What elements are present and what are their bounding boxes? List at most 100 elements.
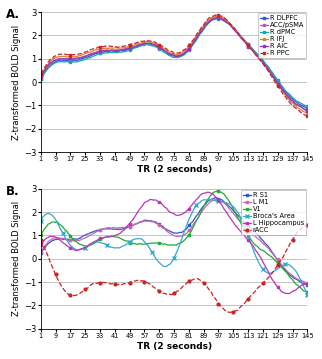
- V1: [39, 233, 43, 237]
- R PPC: [242, 39, 246, 43]
- rACC: [306, 223, 309, 227]
- R AIC: [289, 98, 293, 102]
- R IFJ: [289, 99, 293, 104]
- L M1: [289, 272, 293, 276]
- R DLPFC: [250, 46, 254, 50]
- R DLPFC: [52, 61, 56, 65]
- R DLPFC: [215, 15, 219, 20]
- R dPMC: [306, 104, 309, 109]
- Line: R dPMC: R dPMC: [40, 17, 308, 108]
- Legend: R DLPFC, ACC/pSMA, R dPMC, R IFJ, R AIC, R PPC: R DLPFC, ACC/pSMA, R dPMC, R IFJ, R AIC,…: [258, 13, 306, 59]
- L M1: [52, 236, 56, 240]
- Broca's Area: [41, 215, 44, 219]
- R S1: [306, 283, 309, 287]
- R IFJ: [39, 74, 43, 78]
- R dPMC: [289, 93, 293, 98]
- R PPC: [39, 71, 43, 76]
- Broca's Area: [242, 224, 246, 228]
- ACC/pSMA: [41, 72, 44, 76]
- Line: R AIC: R AIC: [40, 17, 308, 112]
- R AIC: [215, 16, 219, 20]
- R dPMC: [52, 61, 56, 66]
- Legend: R S1, L M1, V1, Broca's Area, L Hippocampus, rACC: R S1, L M1, V1, Broca's Area, L Hippocam…: [241, 190, 306, 235]
- V1: [289, 276, 293, 280]
- R IFJ: [250, 47, 254, 51]
- L Hippocampus: [242, 234, 246, 238]
- R dPMC: [242, 38, 246, 43]
- R DLPFC: [242, 38, 246, 43]
- rACC: [41, 242, 44, 246]
- R IFJ: [242, 39, 246, 43]
- Y-axis label: Z-transformed BOLD Signal: Z-transformed BOLD Signal: [13, 201, 22, 316]
- rACC: [39, 238, 43, 242]
- Broca's Area: [250, 244, 254, 248]
- rACC: [52, 268, 56, 272]
- Broca's Area: [52, 215, 56, 219]
- Broca's Area: [306, 293, 309, 297]
- R IFJ: [306, 111, 309, 116]
- Broca's Area: [207, 197, 211, 202]
- L Hippocampus: [205, 190, 209, 194]
- R IFJ: [52, 57, 56, 61]
- L Hippocampus: [39, 242, 43, 247]
- R dPMC: [193, 41, 196, 45]
- Line: Broca's Area: Broca's Area: [39, 198, 309, 296]
- Line: R DLPFC: R DLPFC: [40, 16, 308, 110]
- Y-axis label: Z-transformed BOLD Signal: Z-transformed BOLD Signal: [13, 24, 22, 140]
- R S1: [215, 196, 219, 200]
- Line: V1: V1: [40, 190, 308, 294]
- ACC/pSMA: [306, 109, 309, 114]
- X-axis label: TR (2 seconds): TR (2 seconds): [137, 342, 212, 351]
- L M1: [193, 220, 196, 225]
- L Hippocampus: [291, 289, 295, 293]
- L M1: [41, 247, 44, 251]
- R S1: [52, 238, 56, 242]
- rACC: [193, 277, 196, 281]
- L Hippocampus: [193, 200, 196, 204]
- Broca's Area: [193, 206, 196, 210]
- R AIC: [242, 39, 246, 44]
- V1: [52, 220, 56, 224]
- L Hippocampus: [250, 242, 254, 247]
- R AIC: [250, 47, 254, 52]
- L M1: [242, 224, 246, 228]
- R PPC: [289, 102, 293, 106]
- R dPMC: [41, 74, 44, 79]
- ACC/pSMA: [193, 39, 196, 43]
- X-axis label: TR (2 seconds): TR (2 seconds): [137, 165, 212, 174]
- ACC/pSMA: [289, 97, 293, 101]
- Broca's Area: [39, 219, 43, 223]
- R S1: [39, 251, 43, 256]
- R PPC: [193, 36, 196, 41]
- R IFJ: [193, 37, 196, 41]
- R dPMC: [39, 77, 43, 81]
- R PPC: [306, 114, 309, 118]
- R S1: [41, 248, 44, 253]
- R DLPFC: [306, 107, 309, 111]
- R PPC: [215, 12, 219, 17]
- R IFJ: [215, 14, 219, 18]
- V1: [217, 188, 221, 193]
- R AIC: [52, 58, 56, 62]
- Line: rACC: rACC: [39, 223, 309, 314]
- V1: [41, 230, 44, 234]
- ACC/pSMA: [217, 14, 221, 19]
- L M1: [250, 232, 254, 236]
- R S1: [193, 216, 196, 221]
- R S1: [289, 274, 293, 278]
- R DLPFC: [39, 76, 43, 81]
- R DLPFC: [289, 95, 293, 100]
- V1: [242, 228, 246, 232]
- L M1: [215, 197, 219, 202]
- R AIC: [41, 71, 44, 75]
- L M1: [306, 281, 309, 286]
- R dPMC: [250, 46, 254, 51]
- rACC: [232, 310, 235, 314]
- V1: [306, 290, 309, 294]
- Line: R IFJ: R IFJ: [40, 15, 308, 115]
- Line: L M1: L M1: [40, 199, 308, 285]
- V1: [193, 223, 196, 227]
- R AIC: [193, 39, 196, 44]
- ACC/pSMA: [250, 47, 254, 51]
- rACC: [250, 293, 254, 297]
